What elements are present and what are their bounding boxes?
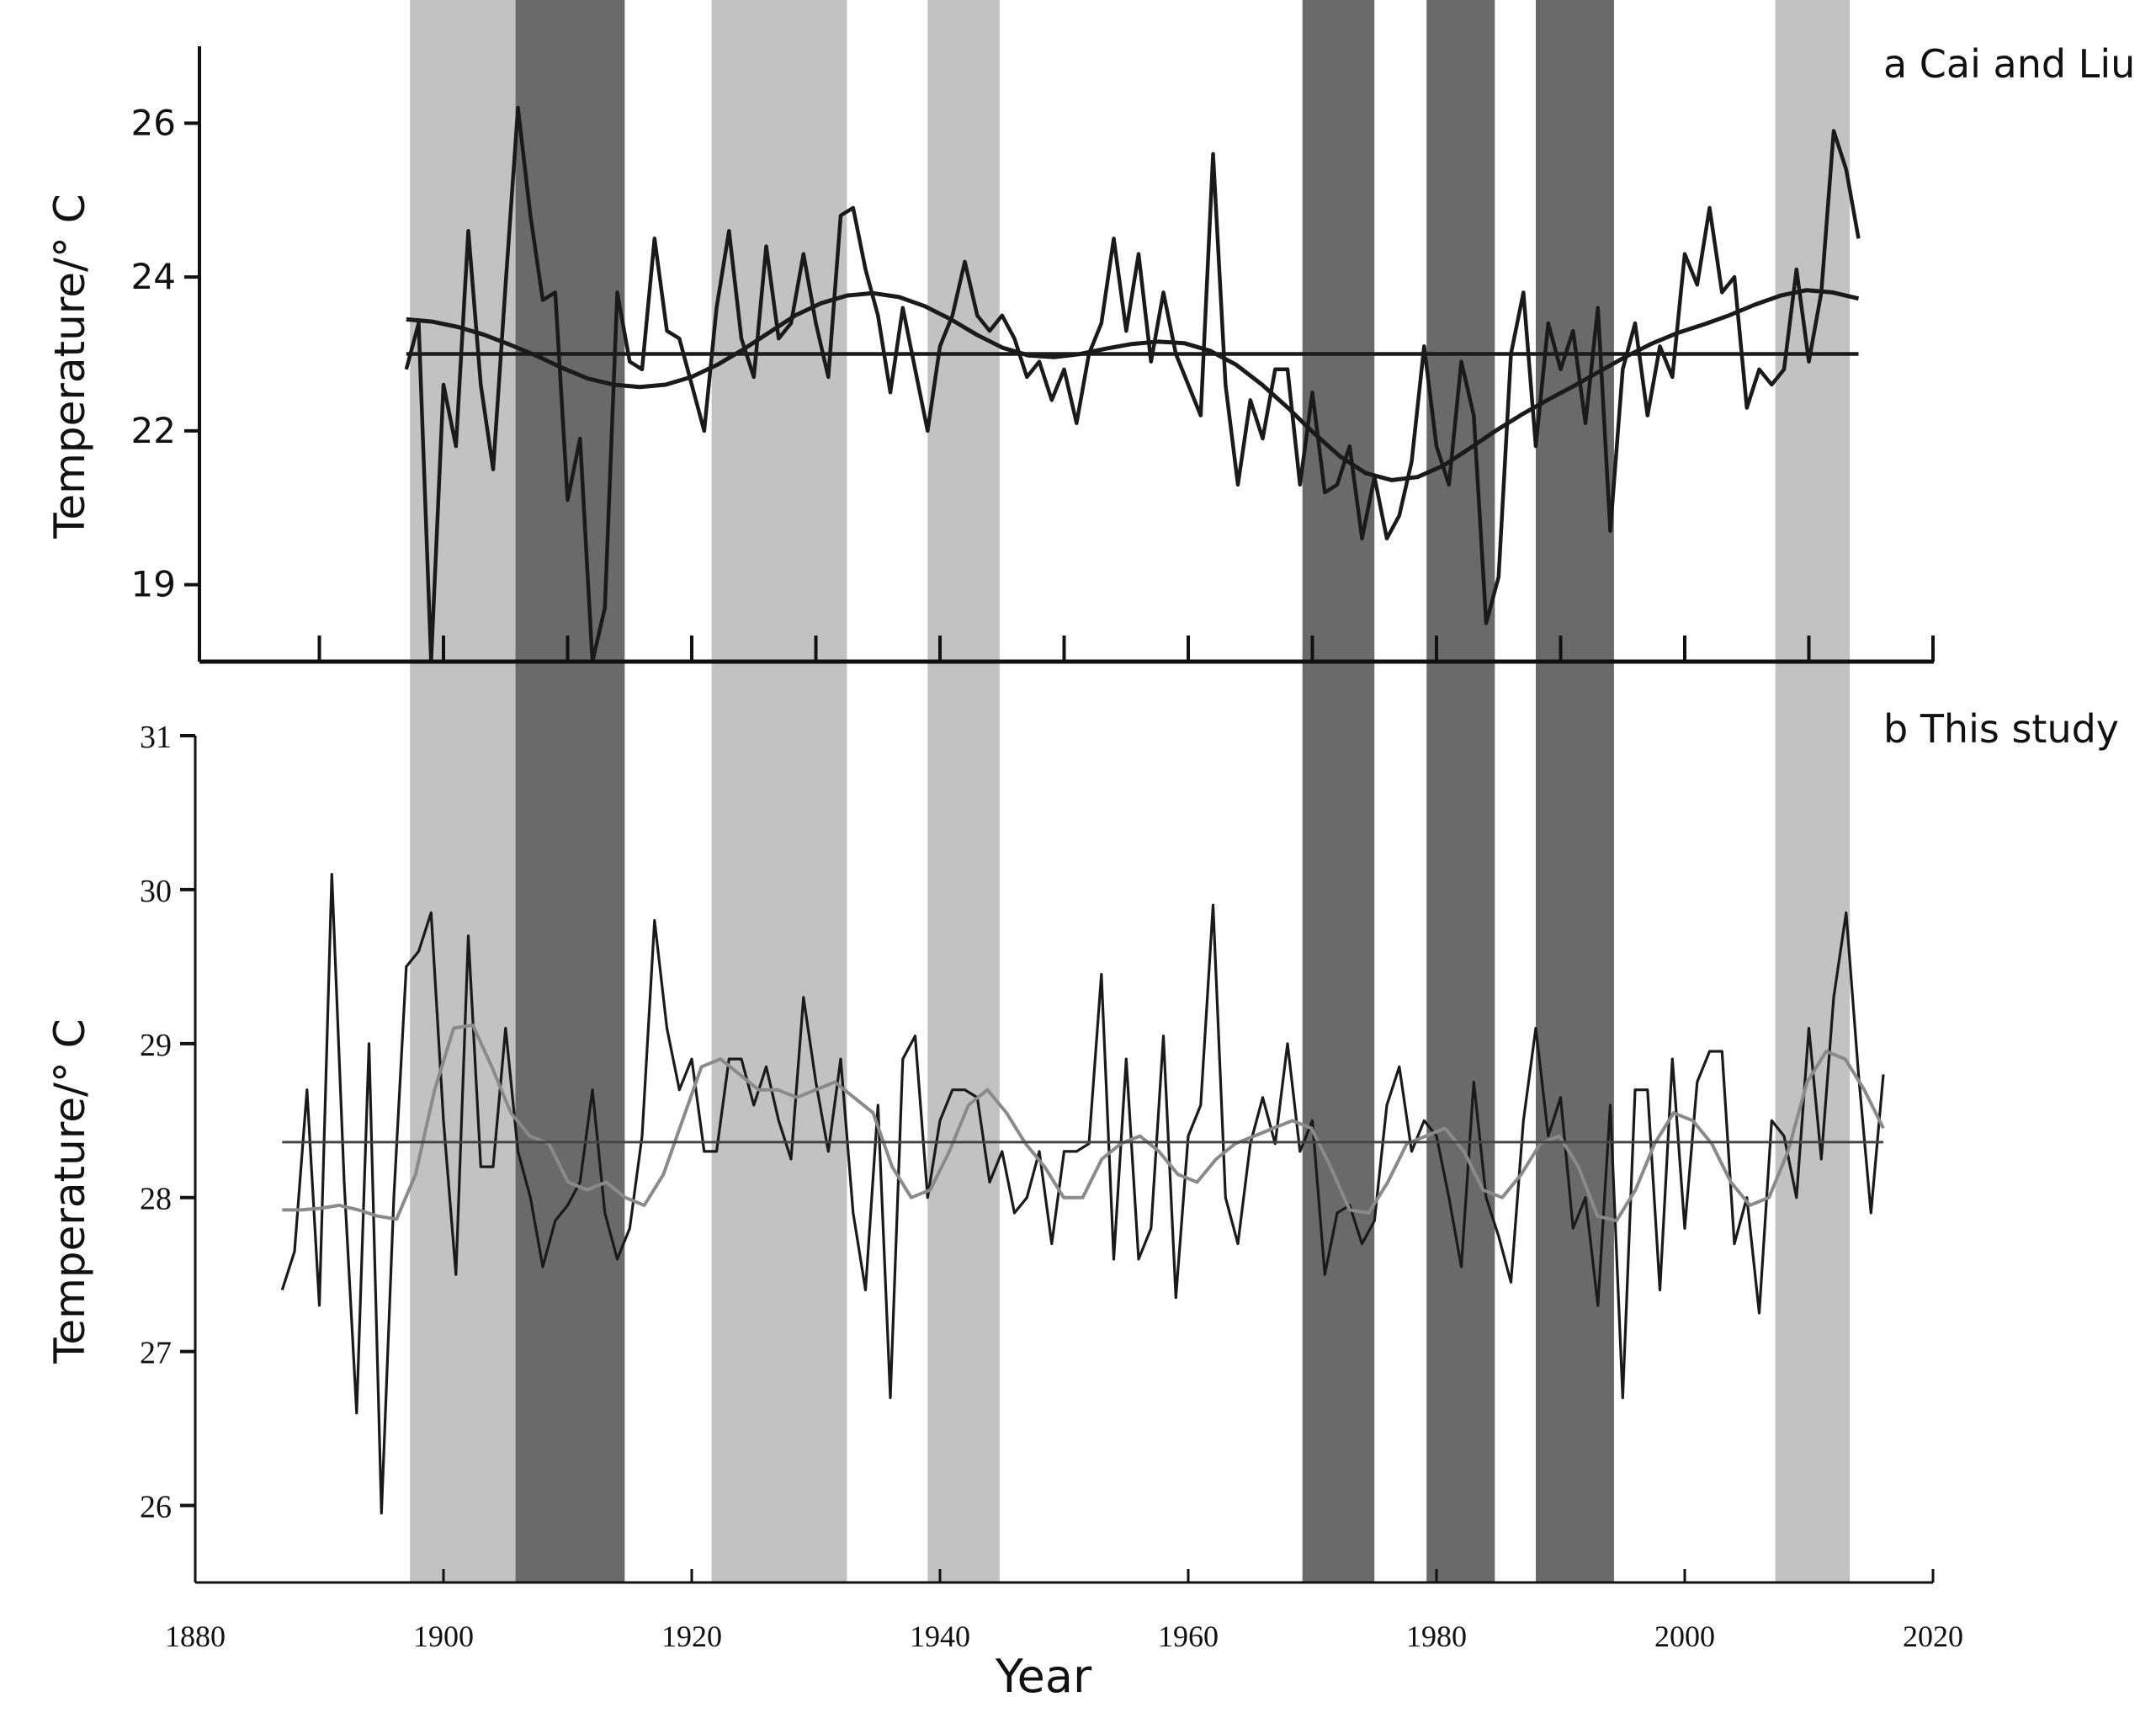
panel-a-title: a Cai and Liu — [1883, 41, 2135, 87]
shaded-period-dark-1 — [515, 0, 625, 1582]
shaded-period-dark-6 — [1536, 0, 1614, 1582]
shaded-period-dark-4 — [1302, 0, 1375, 1582]
panel-a-ytick-label: 22 — [131, 410, 176, 451]
panel-b-chart: 26 27 28 29 30 31 1880 1900 1920 1940 1960 1980 200… — [45, 706, 2119, 1653]
panel-a-x-ticks — [317, 636, 1935, 662]
x-tick-label: 1960 — [1158, 1620, 1219, 1653]
x-tick-label: 2020 — [1903, 1620, 1963, 1653]
shaded-period-light-0 — [410, 0, 516, 1582]
x-tick-label: 1940 — [910, 1620, 970, 1653]
panel-b-ytick-label: 29 — [140, 1028, 172, 1063]
panel-b-series — [280, 872, 1885, 1515]
panel-b-ytick-label: 26 — [140, 1490, 172, 1525]
panel-b-ytick-label: 27 — [140, 1336, 172, 1371]
panel-b-series-smooth — [282, 1023, 1885, 1223]
panel-a-chart: 19 22 24 26 a Cai and Liu Temperature/° C — [45, 41, 2135, 664]
shaded-period-light-3 — [927, 0, 1000, 1582]
x-tick-label: 2000 — [1654, 1620, 1715, 1653]
panel-a-ytick-label: 26 — [131, 102, 176, 143]
panel-b-title: b This study — [1883, 706, 2119, 752]
panel-a-series — [404, 105, 1861, 664]
panel-b-ytick-label: 31 — [140, 720, 172, 755]
panel-b-ytick-label: 28 — [140, 1182, 172, 1217]
x-axis-label: Year — [995, 1650, 1092, 1703]
shaded-period-light-2 — [711, 0, 847, 1582]
shaded-period-light-7 — [1775, 0, 1851, 1582]
x-tick-label: 1880 — [165, 1620, 226, 1653]
x-tick-label: 1980 — [1406, 1620, 1467, 1653]
shaded-period-dark-5 — [1426, 0, 1495, 1582]
panel-a-y-ticks: 19 22 24 26 — [131, 102, 199, 605]
x-tick-label: 1920 — [661, 1620, 722, 1653]
panel-a-series-annual — [404, 105, 1861, 664]
panel-a-ytick-label: 19 — [131, 564, 176, 605]
panel-a-ytick-label: 24 — [131, 256, 176, 297]
panel-b-y-ticks: 26 27 28 29 30 31 — [140, 720, 195, 1525]
panel-b-x-ticks: 1880 1900 1920 1940 1960 1980 2000 2020 — [165, 1569, 1963, 1653]
panel-a-ylabel: Temperature/° C — [45, 194, 94, 539]
panel-b-series-annual — [280, 872, 1885, 1515]
shaded-periods — [410, 0, 1851, 1582]
panel-b-ylabel: Temperature/° C — [45, 1019, 94, 1364]
x-tick-label: 1900 — [413, 1620, 474, 1653]
panel-a-series-smooth — [406, 288, 1860, 482]
panel-b-ytick-label: 30 — [140, 874, 172, 909]
